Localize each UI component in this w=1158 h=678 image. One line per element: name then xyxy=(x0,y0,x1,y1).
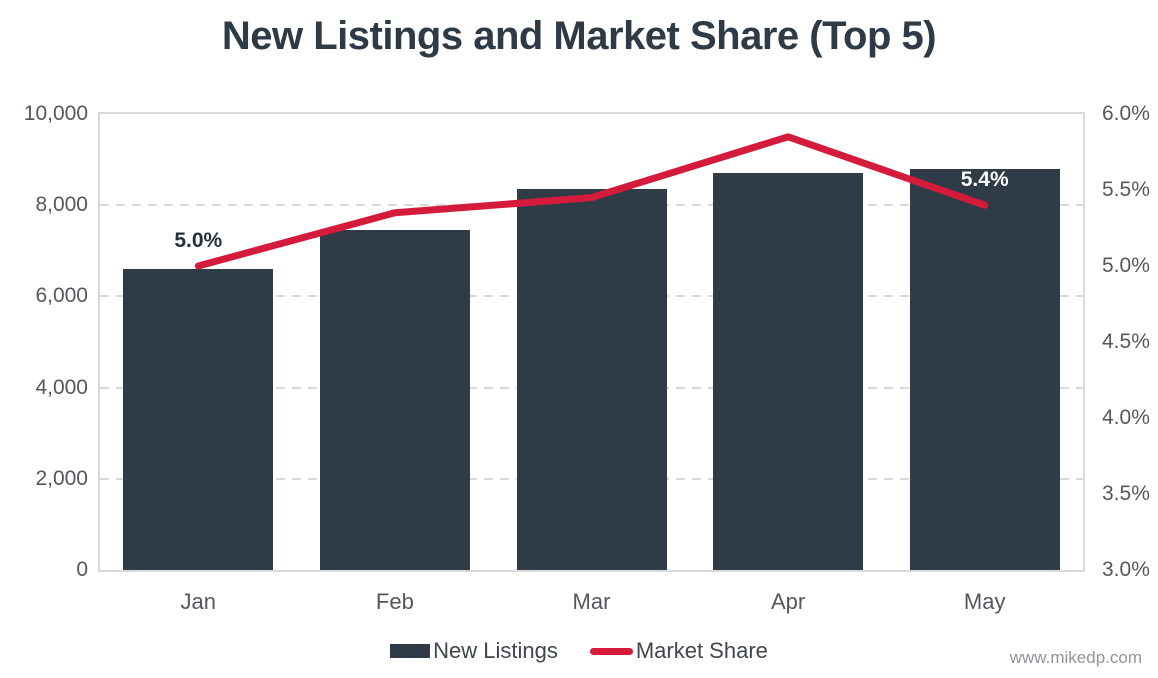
right-tick-6.0: 6.0% xyxy=(1102,102,1150,125)
market-share-line xyxy=(194,133,989,270)
legend: New Listings Market Share xyxy=(0,638,1158,664)
legend-label: Market Share xyxy=(635,638,768,663)
plot-area: 5.0% 5.4% xyxy=(100,114,1083,570)
market-share-line-layer xyxy=(194,133,989,270)
x-label-mar: Mar xyxy=(572,589,611,614)
left-tick-10000: 10,000 xyxy=(23,102,88,125)
plot-border xyxy=(98,112,1085,572)
right-tick-3.0: 3.0% xyxy=(1102,558,1150,581)
bar-apr xyxy=(713,173,864,570)
left-tick-6000: 6,000 xyxy=(35,284,88,308)
bar-mar xyxy=(516,189,667,570)
right-tick-5.5: 5.5% xyxy=(1102,178,1150,201)
point-label-jan: 5.0% xyxy=(174,229,223,252)
chart-title: New Listings and Market Share (Top 5) xyxy=(221,14,937,58)
bar-may xyxy=(909,168,1060,570)
legend-item-bar: New Listings xyxy=(390,638,558,664)
x-label-may: May xyxy=(963,589,1006,614)
bar-swatch-icon xyxy=(390,644,431,658)
line-swatch-icon xyxy=(589,647,633,655)
bar-jan xyxy=(123,269,274,570)
x-label-apr: Apr xyxy=(770,589,806,614)
bar-feb xyxy=(319,230,470,570)
left-tick-8000: 8,000 xyxy=(35,193,88,217)
right-tick-5.0: 5.0% xyxy=(1102,254,1150,277)
left-tick-2000: 2,000 xyxy=(35,466,88,490)
legend-label: New Listings xyxy=(433,638,558,663)
point-label-may: 5.4% xyxy=(960,168,1009,192)
legend-item-line: Market Share xyxy=(589,638,768,664)
x-label-jan: Jan xyxy=(180,589,217,614)
right-tick-4.5: 4.5% xyxy=(1102,330,1150,353)
left-tick-4000: 4,000 xyxy=(35,375,88,399)
right-tick-3.5: 3.5% xyxy=(1102,482,1150,505)
x-label-feb: Feb xyxy=(375,589,414,614)
watermark-text: www.mikedp.com xyxy=(1009,648,1142,667)
left-tick-0: 0 xyxy=(76,558,88,581)
right-tick-4.0: 4.0% xyxy=(1102,406,1150,429)
